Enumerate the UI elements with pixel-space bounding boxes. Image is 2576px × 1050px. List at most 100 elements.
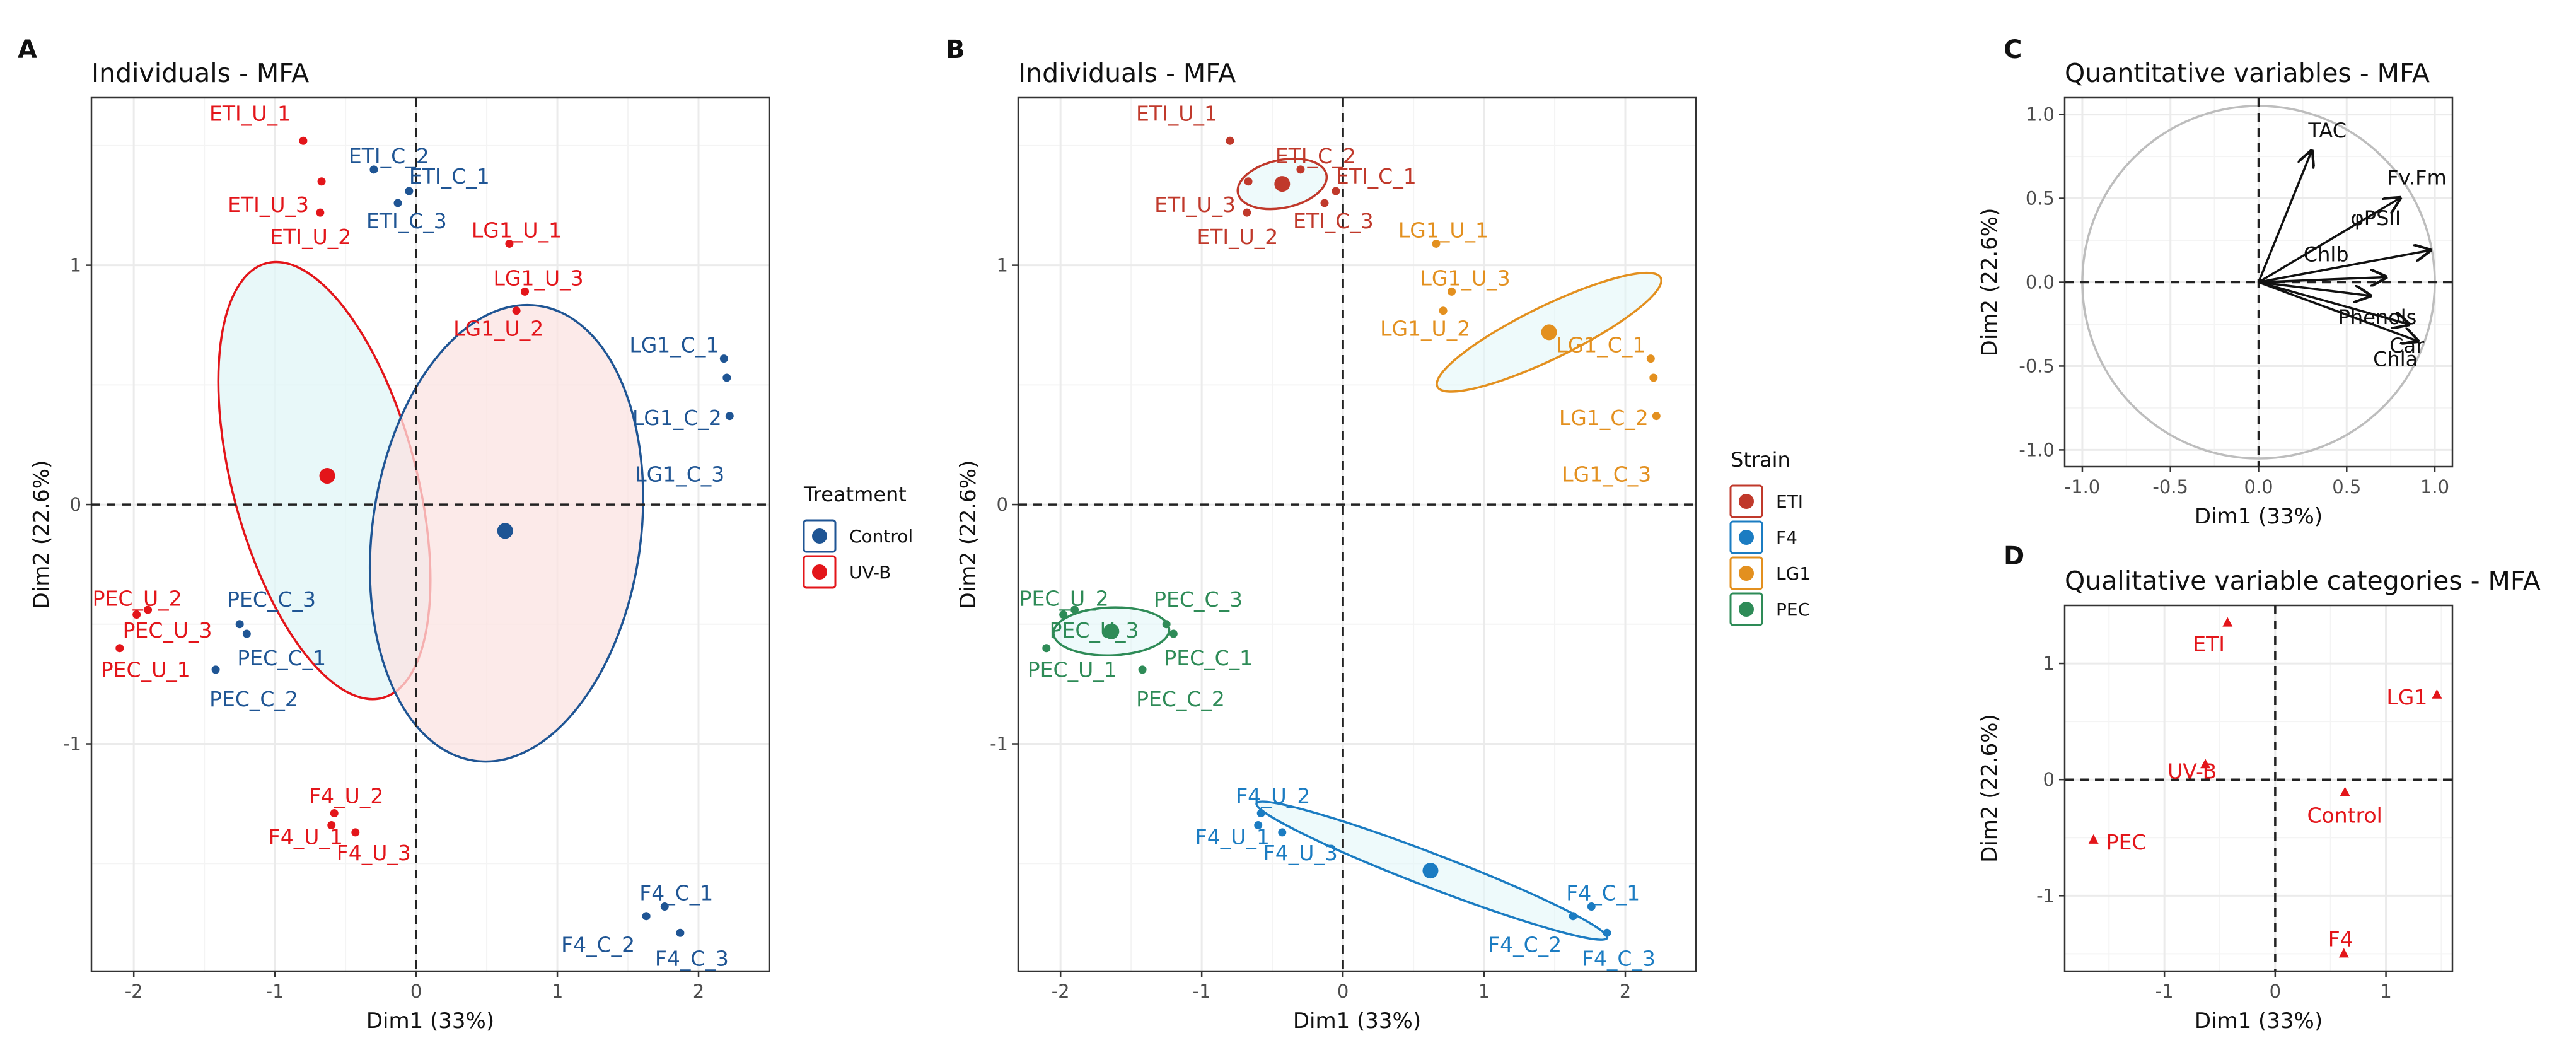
point-label: LG1_U_3 [494,265,584,290]
point-label: ETI_U_1 [209,101,291,125]
point-label: PEC_C_1 [1164,646,1253,670]
point-label: PEC_U_2 [93,586,182,611]
x-axis-title: Dim1 (33%) [366,1008,494,1034]
y-tick-label: 1 [2043,653,2055,674]
category-label: F4 [2328,926,2353,951]
x-tick-label: 1 [2380,981,2391,1002]
y-axis-title: Dim2 (22.6%) [1977,714,2002,863]
point-eti-c-3 [1320,199,1329,207]
point-lg1-u-1 [1432,239,1441,248]
y-tick-label: 0 [70,494,81,515]
x-tick-label: -1 [266,981,284,1002]
point-label: LG1_C_3 [635,462,724,487]
point-eti-u-1 [299,136,308,145]
panel-c: C -1.0 -0.5 0.0 0.5 1.0 -1.0 -0.5 0.0 0.5 1.0 Dim1 … [1977,35,2454,529]
y-tick-label: -1 [2036,885,2055,906]
point-pec-c-1 [1169,629,1178,638]
legend-title: Treatment [803,482,907,506]
point-label: F4_U_3 [337,841,411,865]
x-tick-label: -1.0 [2065,476,2101,498]
legend-label: LG1 [1776,563,1811,584]
point-lg1-u-3 [1448,287,1456,296]
point-f4-c-1 [1587,902,1596,911]
y-tick-label: 0.5 [2026,188,2055,209]
point-lg1-c-1 [719,354,728,363]
x-tick-label: 0 [1337,981,1349,1002]
category-label: ETI [2193,632,2225,656]
panel-b: B -2 -1 0 1 2 -1 0 1 Dim1 (33%) Dim2 (22.6%) Indivi… [946,35,1811,1034]
x-tick-label: -1 [2155,981,2174,1002]
x-tick-label: 1 [552,981,563,1002]
vector-label: Chlb [2304,243,2349,267]
x-tick-label: 0 [2270,981,2281,1002]
category-marker-eti [2222,617,2233,627]
panel-a: A -2 -1 0 1 2 -1 0 1 Dim1 (33%) Dim2 (22.6%) Indivi… [18,35,913,1034]
point-pec-c-2 [211,665,220,674]
point-label: LG1_C_2 [1559,405,1649,430]
category-marker-f4 [2338,948,2349,958]
legend-marker [1739,530,1754,545]
point-label: LG1_U_2 [1380,317,1470,341]
point-lg1-c-1 [1646,354,1655,363]
point-label: ETI_U_1 [1136,101,1217,125]
point-label: F4_U_1 [269,825,343,849]
y-tick-label: 1 [70,255,81,276]
point-label: ETI_C_2 [1275,144,1356,168]
x-tick-label: 0 [410,981,422,1002]
category-marker-lg1 [2432,689,2442,699]
category-label: LG1 [2386,685,2427,709]
point-pec-c-3 [1162,620,1171,629]
panel-title: Individuals - MFA [1018,58,1236,88]
point-label: F4_U_2 [1236,784,1310,808]
centroid-lg1 [1541,324,1557,341]
point-label: LG1_C_1 [629,333,719,358]
category-label: PEC [2106,830,2147,855]
y-tick-label: -1 [63,733,81,755]
x-tick-label: 2 [693,981,704,1002]
point-lg1-u-1 [505,239,514,248]
point-f4-c-2 [642,912,651,921]
point-eti-u-3 [1244,177,1253,186]
vector-arrow-car [2258,281,2409,324]
x-tick-label: 1 [1478,981,1490,1002]
x-axis-title: Dim1 (33%) [2195,504,2323,529]
point-label: ETI_C_1 [1336,164,1417,189]
point-label: ETI_C_1 [409,164,490,189]
point-label: ETI_U_2 [1197,225,1278,249]
point-label: LG1_C_1 [1556,333,1645,358]
point-pec-c-1 [242,629,251,638]
legend-marker [1739,494,1754,509]
x-tick-label: -0.5 [2152,476,2188,498]
point-f4-c-3 [1603,928,1611,937]
point-pec-u-3 [1070,605,1079,614]
x-tick-label: -1 [1193,981,1211,1002]
point-label: ETI_C_3 [366,209,447,233]
point-label: LG1_U_2 [453,317,543,341]
point-label: LG1_U_3 [1420,265,1511,290]
category-marker-pec [2088,834,2099,844]
legend-label: PEC [1776,599,1810,620]
point-eti-c-1 [1332,187,1340,195]
x-axis-title: Dim1 (33%) [1293,1008,1421,1034]
point-eti-u-3 [317,177,326,186]
point-pec-u-2 [1059,610,1068,619]
point-f4-u-1 [1254,821,1263,830]
centroid-pec [1103,623,1120,639]
point-pec-c-2 [1138,665,1147,674]
point-label: F4_U_3 [1263,841,1338,865]
y-axis-title: Dim2 (22.6%) [956,460,981,609]
point-pec-u-2 [132,610,141,619]
point-eti-u-2 [1243,208,1251,217]
point-label: PEC_U_1 [1028,658,1117,682]
point-pec-u-3 [144,605,153,614]
point-eti-u-2 [316,208,325,217]
vector-label: Chla [2373,347,2418,371]
point-lg1-u-2 [512,306,521,315]
vector-arrow-tac [2257,151,2312,283]
point-label: LG1_C_3 [1562,462,1651,487]
point-label: PEC_U_1 [101,658,190,682]
point-eti-c-2 [369,165,378,174]
point-label: F4_C_3 [655,946,729,971]
category-label: UV-B [2167,759,2217,783]
